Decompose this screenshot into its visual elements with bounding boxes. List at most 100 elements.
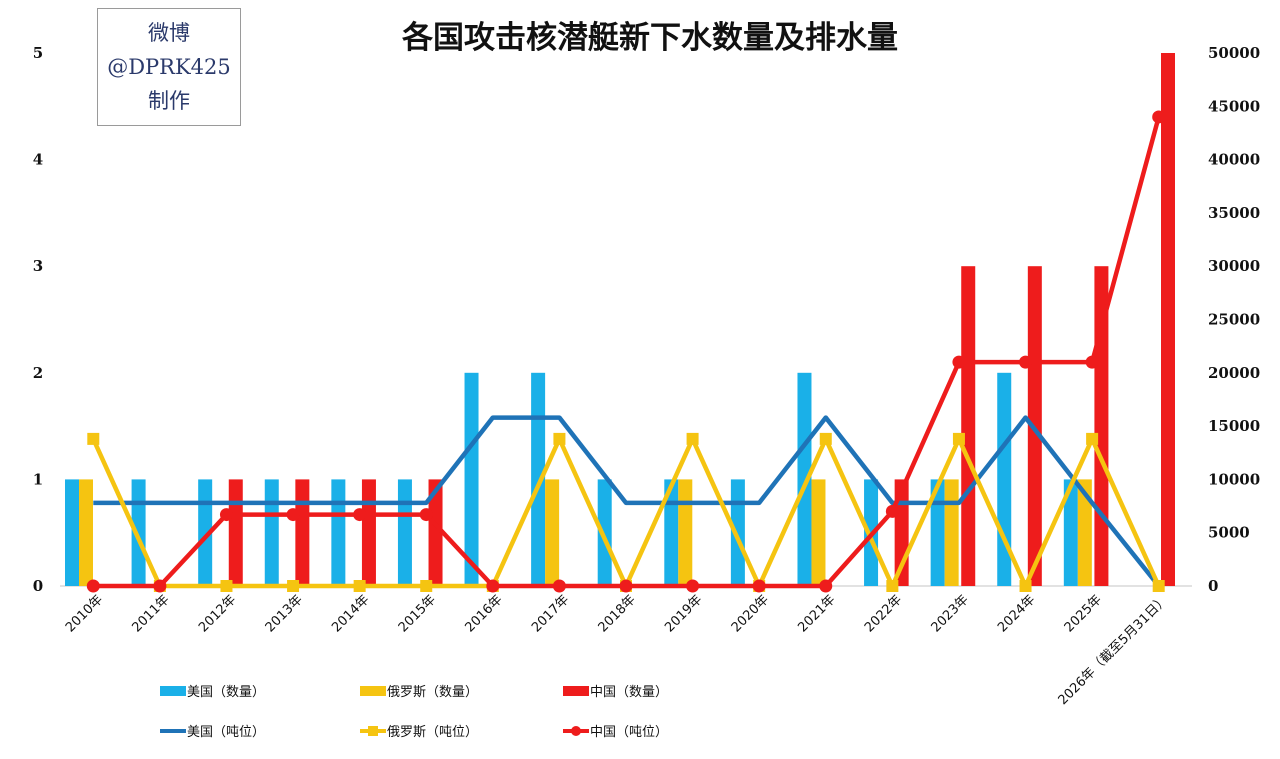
point-1-4 [353, 580, 366, 592]
bar-1-9 [678, 479, 693, 586]
point-2-6 [486, 579, 500, 593]
point-2-16 [1152, 110, 1166, 124]
point-2-10 [752, 579, 766, 593]
bar-1-7 [545, 479, 560, 586]
bar-0-1 [131, 479, 146, 586]
point-1-16 [1152, 580, 1165, 592]
bar-1-11 [811, 479, 826, 586]
point-2-13 [952, 355, 966, 369]
x-tick-label: 2022年 [862, 592, 905, 635]
bar-0-8 [597, 479, 612, 586]
point-2-11 [819, 579, 833, 593]
legend-label: 美国（数量） [187, 685, 265, 700]
x-tick-label: 2020年 [729, 592, 772, 635]
legend: 美国（数量） 俄罗斯（数量） 中国（数量） 美国（吨位） 俄罗斯（吨位） 中国（吨位） [160, 685, 668, 740]
point-1-13 [952, 432, 965, 445]
watermark-line-3: 制作 [148, 89, 190, 113]
right-tick-label: 0 [1208, 577, 1218, 595]
x-tick-label: 2017年 [529, 592, 572, 635]
point-1-11 [819, 432, 832, 445]
left-tick-label: 5 [33, 44, 43, 62]
point-1-9 [686, 432, 699, 445]
chart-title: 各国攻击核潜艇新下水数量及排水量 [402, 20, 898, 56]
legend-label: 中国（数量） [590, 685, 668, 700]
legend-label: 中国（吨位） [590, 725, 668, 740]
x-tick-label: 2026年（截至5月31日） [1056, 592, 1172, 708]
x-tick-label: 2014年 [329, 592, 372, 635]
left-tick-label: 3 [33, 257, 43, 275]
bar-2-13 [961, 266, 976, 586]
right-tick-label: 20000 [1208, 364, 1260, 382]
left-tick-label: 2 [33, 364, 43, 382]
legend-swatch [563, 686, 589, 696]
x-tick-label: 2015年 [396, 592, 439, 635]
point-2-1 [153, 579, 167, 593]
bar-0-7 [531, 372, 546, 586]
bar-0-3 [264, 479, 279, 586]
bar-2-5 [428, 479, 443, 586]
x-tick-label: 2013年 [263, 592, 306, 635]
bars-layer [65, 53, 1175, 586]
right-tick-label: 35000 [1208, 204, 1260, 222]
point-2-2 [219, 508, 233, 522]
right-tick-label: 45000 [1208, 97, 1260, 115]
point-1-15 [1086, 432, 1099, 445]
x-tick-label: 2025年 [1062, 592, 1105, 635]
bar-2-16 [1161, 53, 1175, 586]
x-tick-label: 2018年 [596, 592, 639, 635]
point-2-15 [1085, 355, 1099, 369]
right-axis-ticks: 0 5000 10000 15000 20000 25000 30000 35000 40000… [1208, 44, 1260, 595]
right-tick-label: 5000 [1208, 524, 1250, 542]
bar-1-0 [79, 479, 93, 586]
point-1-7 [553, 432, 566, 445]
bar-0-9 [664, 479, 679, 586]
watermark-line-2: @DPRK425 [107, 55, 231, 79]
x-tick-label: 2016年 [462, 592, 505, 635]
x-tick-label: 2010年 [63, 592, 106, 635]
legend-swatch [160, 686, 186, 696]
legend-label: 俄罗斯（吨位） [387, 725, 478, 740]
legend-swatch [360, 686, 386, 696]
bar-0-11 [797, 372, 812, 586]
point-2-8 [619, 579, 633, 593]
left-tick-label: 1 [33, 470, 43, 488]
point-1-3 [287, 580, 300, 592]
point-1-14 [1019, 580, 1032, 592]
point-1-0 [87, 432, 100, 445]
watermark-box: 微博 @DPRK425 制作 [97, 8, 241, 126]
bar-0-13 [930, 479, 945, 586]
right-tick-label: 15000 [1208, 417, 1260, 435]
legend-label: 美国（吨位） [187, 725, 265, 740]
lines-layer [86, 110, 1166, 593]
bar-2-4 [361, 479, 376, 586]
point-2-12 [885, 504, 899, 518]
x-tick-label: 2024年 [995, 592, 1038, 635]
bar-0-0 [65, 479, 79, 586]
left-tick-label: 0 [33, 577, 43, 595]
x-tick-label: 2019年 [662, 592, 705, 635]
right-tick-label: 25000 [1208, 311, 1260, 329]
bar-0-4 [331, 479, 346, 586]
point-1-12 [886, 580, 899, 592]
x-tick-label: 2011年 [130, 592, 173, 635]
bar-0-10 [730, 479, 745, 586]
bar-0-5 [397, 479, 412, 586]
x-tick-label: 2023年 [929, 592, 972, 635]
x-tick-label: 2012年 [196, 592, 239, 635]
bar-2-2 [228, 479, 243, 586]
right-tick-label: 30000 [1208, 257, 1260, 275]
point-2-14 [1019, 355, 1033, 369]
right-tick-label: 40000 [1208, 151, 1260, 169]
bar-0-6 [464, 372, 479, 586]
legend-label: 俄罗斯（数量） [387, 685, 478, 700]
point-1-2 [220, 580, 233, 592]
left-axis-ticks: 0 1 2 3 4 5 [33, 44, 43, 595]
bar-0-15 [1063, 479, 1078, 586]
legend-marker [571, 726, 581, 736]
line-series-0 [93, 415, 1161, 588]
right-tick-label: 10000 [1208, 470, 1260, 488]
x-tick-label: 2021年 [795, 592, 838, 635]
bar-1-13 [944, 479, 959, 586]
point-2-5 [419, 508, 433, 522]
